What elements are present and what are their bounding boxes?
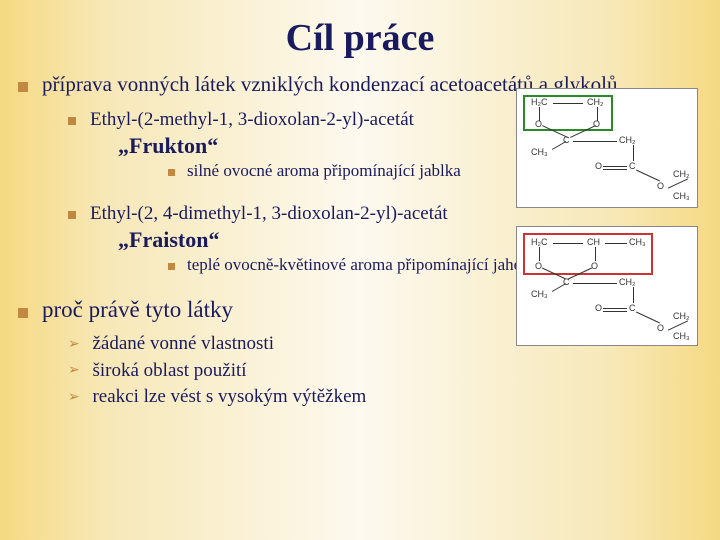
square-bullet-icon bbox=[68, 211, 76, 219]
bond-icon bbox=[633, 145, 634, 161]
atom-label: CH bbox=[587, 237, 600, 247]
bond-icon bbox=[605, 243, 627, 244]
atom-label: CH₃ bbox=[531, 147, 548, 157]
atom-label: O bbox=[535, 261, 542, 271]
atom-label: C bbox=[563, 135, 570, 145]
atom-label: CH₂ bbox=[673, 311, 690, 321]
bond-icon bbox=[636, 170, 660, 182]
bond-icon bbox=[573, 141, 617, 142]
atom-label: O bbox=[591, 261, 598, 271]
square-bullet-icon bbox=[68, 117, 76, 125]
bond-icon bbox=[633, 287, 634, 303]
bond-icon bbox=[595, 247, 596, 261]
compound2-aroma: teplé ovocně-květinové aroma připomínají… bbox=[187, 255, 539, 274]
bond-icon bbox=[539, 247, 540, 261]
chemical-structure-2: H₂C CH CH₃ O O C CH₂ CH₃ C O O CH₂ CH₃ bbox=[516, 226, 698, 346]
bond-icon bbox=[668, 320, 688, 330]
atom-label: CH₂ bbox=[619, 277, 636, 287]
reason-item: ➢ reakci lze vést s vysokým výtěžkem bbox=[68, 384, 720, 411]
compound2-chem: Ethyl-(2, 4-dimethyl-1, 3-dioxolan-2-yl)… bbox=[90, 203, 448, 224]
square-bullet-icon bbox=[18, 308, 28, 318]
section2-title: proč právě tyto látky bbox=[42, 297, 233, 322]
bond-icon bbox=[553, 103, 583, 104]
arrow-bullet-icon: ➢ bbox=[68, 361, 80, 381]
arrow-bullet-icon: ➢ bbox=[68, 335, 80, 355]
atom-label: O bbox=[593, 119, 600, 129]
atom-label: CH₃ bbox=[673, 331, 690, 341]
atom-label: O bbox=[535, 119, 542, 129]
atom-label: O bbox=[595, 161, 602, 171]
atom-label: CH₃ bbox=[673, 191, 690, 201]
reason-text: reakci lze vést s vysokým výtěžkem bbox=[92, 386, 366, 407]
square-bullet-icon bbox=[168, 169, 175, 176]
bond-icon bbox=[552, 283, 566, 292]
atom-label: CH₃ bbox=[531, 289, 548, 299]
atom-label: CH₂ bbox=[619, 135, 636, 145]
compound1-chem: Ethyl-(2-methyl-1, 3-dioxolan-2-yl)-acet… bbox=[90, 109, 414, 130]
atom-label: O bbox=[657, 323, 664, 333]
bond-icon bbox=[603, 169, 627, 170]
atom-label: C bbox=[629, 303, 636, 313]
atom-label: C bbox=[629, 161, 636, 171]
page-title: Cíl práce bbox=[0, 0, 720, 72]
bond-icon bbox=[603, 308, 627, 309]
atom-label: CH₃ bbox=[629, 237, 646, 247]
compound1-aroma: silné ovocné aroma připomínající jablka bbox=[187, 161, 461, 180]
chemical-structure-1: H₂C CH₂ O O C CH₂ CH₃ C O O CH₂ CH₃ bbox=[516, 88, 698, 208]
atom-label: CH₂ bbox=[587, 97, 604, 107]
square-bullet-icon bbox=[168, 263, 175, 270]
arrow-bullet-icon: ➢ bbox=[68, 388, 80, 408]
bond-icon bbox=[603, 311, 627, 312]
atom-label: H₂C bbox=[531, 237, 548, 247]
square-bullet-icon bbox=[18, 82, 28, 92]
atom-label: O bbox=[657, 181, 664, 191]
atom-label: O bbox=[595, 303, 602, 313]
bond-icon bbox=[603, 166, 627, 167]
bond-icon bbox=[636, 312, 660, 324]
bond-icon bbox=[668, 178, 688, 188]
reason-text: žádané vonné vlastnosti bbox=[92, 333, 274, 354]
atom-label: H₂C bbox=[531, 97, 548, 107]
bond-icon bbox=[553, 243, 583, 244]
atom-label: C bbox=[563, 277, 570, 287]
bond-icon bbox=[573, 283, 617, 284]
reason-item: ➢ široká oblast použití bbox=[68, 358, 720, 385]
bond-icon bbox=[552, 141, 566, 150]
atom-label: CH₂ bbox=[673, 169, 690, 179]
reason-text: široká oblast použití bbox=[92, 360, 246, 381]
